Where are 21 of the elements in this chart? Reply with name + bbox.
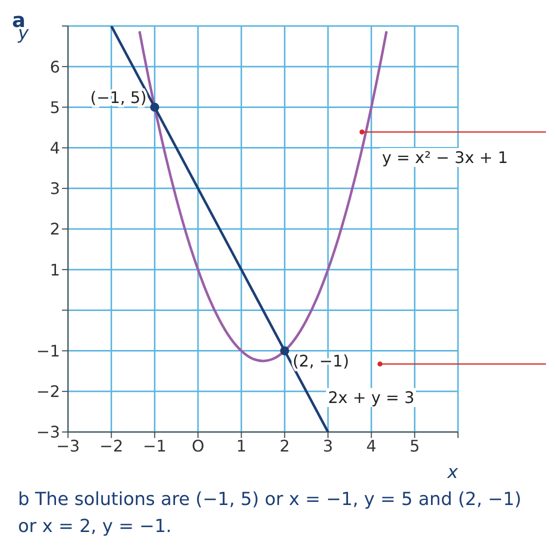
x-tick-label: −2 (100, 436, 124, 456)
x-tick-label: 4 (366, 436, 376, 456)
x-tick-label: 3 (322, 436, 334, 456)
y-tick-label: 1 (50, 260, 60, 280)
annotation: y = x² − 3x + 1 (380, 148, 510, 167)
x-tick-label: 2 (280, 436, 290, 456)
x-tick-label: −1 (142, 436, 166, 456)
x-tick-label: 1 (236, 436, 246, 456)
y-tick-label: 6 (50, 57, 60, 76)
y-tick-label: 2 (50, 220, 60, 239)
text: b The solutions are (−1, 5) or x = −1, y = 5 and (2, −1) or x = 2, y = −1. (18, 488, 522, 539)
y-tick-label: −3 (36, 422, 60, 442)
y-tick-label: 4 (50, 138, 60, 158)
x-axis-title: x (446, 462, 458, 483)
y-tick-label: 5 (50, 98, 60, 117)
annotation: 2x + y = 3 (326, 388, 416, 407)
y-tick-label: −2 (36, 382, 60, 402)
x-tick-label: 5 (410, 436, 420, 456)
y-tick-label: −1 (36, 341, 60, 360)
x-tick-label: O (192, 436, 204, 456)
y-tick-label: 3 (50, 179, 60, 198)
